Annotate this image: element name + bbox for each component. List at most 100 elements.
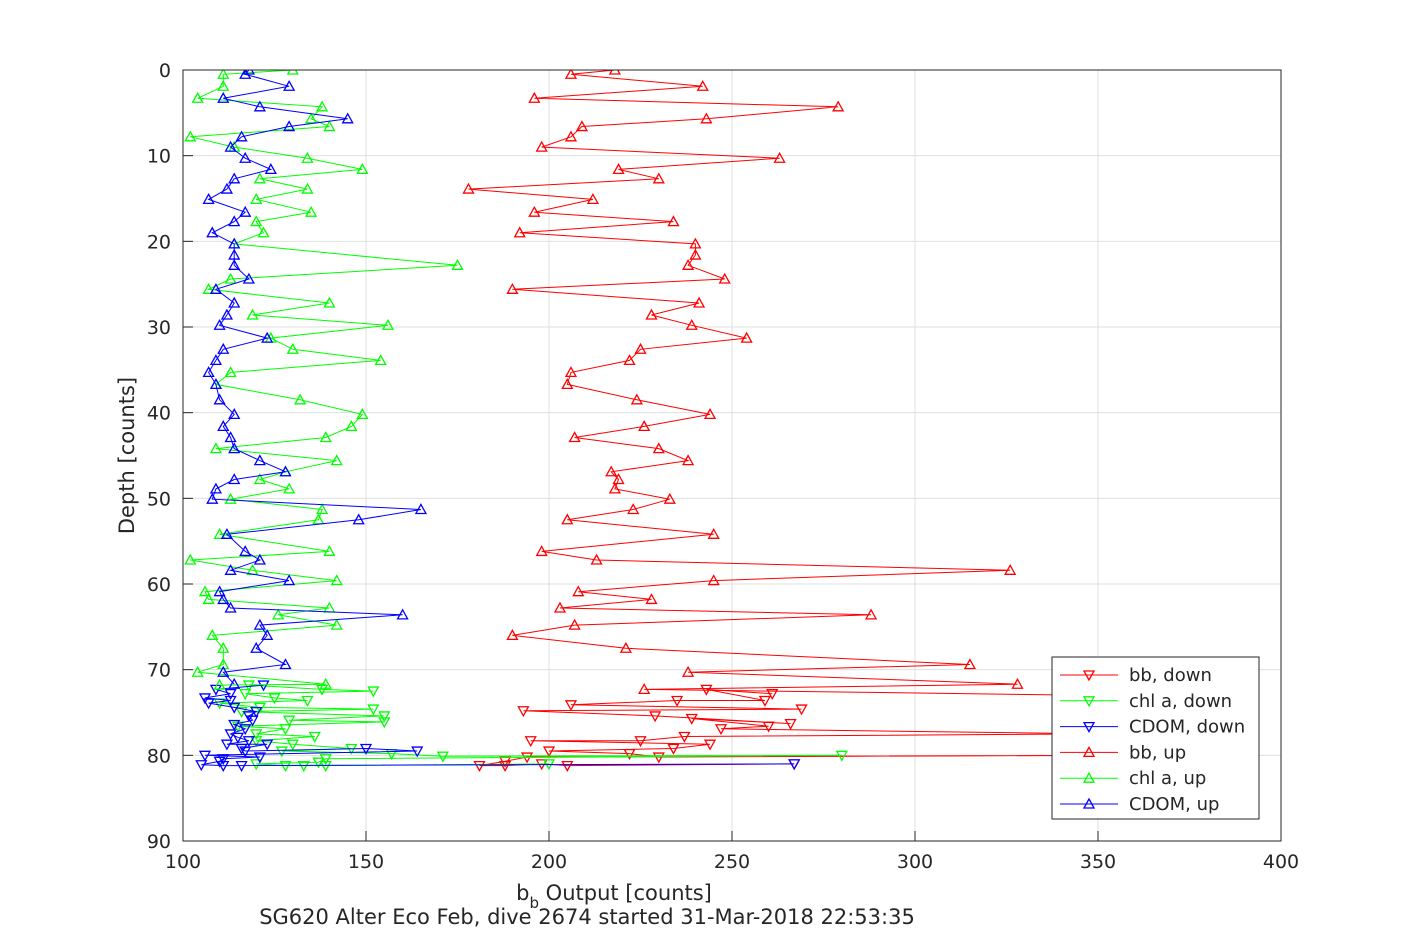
series-line bbox=[201, 684, 795, 767]
data-point bbox=[627, 503, 640, 515]
data-point bbox=[191, 665, 204, 677]
data-point bbox=[586, 193, 600, 205]
data-point bbox=[359, 743, 373, 755]
data-point bbox=[1011, 677, 1024, 689]
data-point bbox=[561, 378, 574, 390]
x-tick-label: 350 bbox=[1080, 851, 1116, 873]
data-point bbox=[707, 527, 720, 539]
data-point bbox=[202, 193, 215, 205]
data-point bbox=[367, 704, 380, 716]
data-point bbox=[228, 215, 241, 227]
data-point bbox=[220, 739, 234, 751]
data-point bbox=[564, 700, 578, 712]
legend-swatch-marker bbox=[1082, 670, 1096, 682]
y-tick-label: 30 bbox=[147, 317, 171, 339]
data-point bbox=[649, 711, 662, 723]
data-point bbox=[396, 608, 409, 620]
data-point bbox=[304, 205, 318, 217]
x-axis-label-rest: Output [counts] bbox=[539, 881, 712, 905]
legend-label: bb, up bbox=[1129, 742, 1186, 763]
data-point bbox=[692, 296, 706, 308]
data-point bbox=[689, 248, 702, 260]
data-point bbox=[315, 100, 329, 112]
data-point bbox=[217, 593, 230, 605]
data-point bbox=[228, 296, 241, 308]
data-point bbox=[645, 308, 658, 320]
data-point bbox=[605, 465, 618, 477]
data-point bbox=[231, 732, 245, 744]
data-point bbox=[283, 715, 296, 727]
data-point bbox=[685, 713, 698, 725]
data-point bbox=[242, 680, 255, 692]
legend-swatch-marker bbox=[1082, 771, 1096, 783]
data-point bbox=[224, 492, 237, 504]
data-point bbox=[685, 318, 698, 330]
data-point bbox=[253, 752, 266, 764]
data-point bbox=[356, 408, 369, 420]
x-tick-label: 400 bbox=[1263, 851, 1299, 873]
data-point bbox=[224, 140, 237, 152]
data-point bbox=[678, 731, 691, 743]
y-tick-label: 50 bbox=[147, 488, 171, 510]
data-point bbox=[564, 70, 578, 79]
x-axis-label: bb Output [counts] bbox=[516, 881, 712, 912]
series-line bbox=[207, 70, 421, 685]
data-point bbox=[381, 318, 395, 330]
x-tick-label: 150 bbox=[348, 851, 384, 873]
data-point bbox=[645, 593, 658, 605]
data-point bbox=[436, 751, 449, 763]
data-point bbox=[513, 226, 526, 238]
data-point bbox=[242, 70, 255, 75]
data-point bbox=[202, 698, 215, 710]
data-point bbox=[670, 695, 684, 707]
data-point bbox=[634, 342, 647, 354]
data-point bbox=[250, 215, 263, 227]
data-point bbox=[542, 746, 556, 758]
data-point bbox=[253, 172, 266, 184]
data-point bbox=[220, 182, 234, 194]
data-point bbox=[795, 704, 808, 716]
data-point bbox=[239, 545, 252, 557]
data-point bbox=[253, 100, 266, 112]
data-point bbox=[261, 331, 274, 343]
data-point bbox=[506, 282, 519, 294]
data-point bbox=[272, 608, 285, 620]
data-point bbox=[257, 226, 270, 238]
data-point bbox=[253, 454, 266, 466]
data-point bbox=[239, 746, 252, 758]
data-point bbox=[528, 205, 541, 217]
legend-label: CDOM, down bbox=[1129, 717, 1245, 738]
data-point bbox=[297, 760, 310, 772]
data-point bbox=[590, 553, 603, 565]
series-line bbox=[219, 684, 842, 767]
data-point bbox=[681, 258, 695, 270]
data-point bbox=[250, 729, 263, 741]
legend-label: bb, down bbox=[1129, 665, 1212, 686]
data-point bbox=[217, 641, 230, 653]
data-point bbox=[224, 689, 237, 700]
data-point bbox=[612, 163, 625, 175]
data-point bbox=[700, 112, 713, 124]
data-point bbox=[250, 736, 263, 748]
data-point bbox=[707, 574, 720, 586]
data-point bbox=[184, 553, 197, 565]
data-point bbox=[535, 545, 548, 557]
data-point bbox=[718, 272, 731, 284]
y-tick-label: 0 bbox=[159, 60, 171, 82]
series-line bbox=[190, 70, 458, 686]
data-point bbox=[217, 70, 230, 79]
data-point bbox=[323, 296, 336, 308]
data-point bbox=[206, 629, 219, 641]
legend-swatch-marker bbox=[1082, 797, 1096, 809]
data-point bbox=[703, 739, 717, 751]
y-tick-label: 90 bbox=[147, 831, 171, 853]
data-point bbox=[308, 731, 321, 743]
data-point bbox=[630, 393, 643, 405]
x-tick-label: 100 bbox=[165, 851, 201, 873]
x-tick-label: 300 bbox=[897, 851, 933, 873]
data-point bbox=[217, 760, 230, 772]
data-point bbox=[220, 527, 234, 539]
data-point bbox=[209, 282, 223, 294]
data-point bbox=[195, 760, 208, 772]
data-point bbox=[634, 736, 647, 748]
